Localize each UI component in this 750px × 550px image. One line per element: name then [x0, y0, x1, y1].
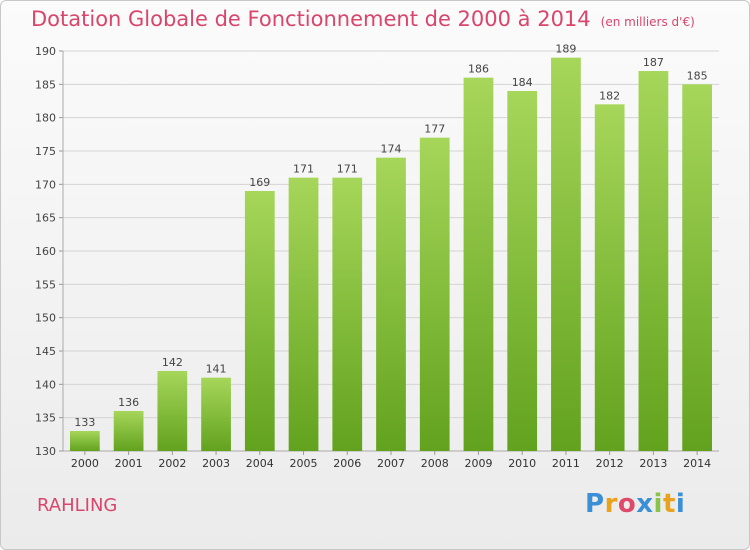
chart-title: Dotation Globale de Fonctionnement de 20… [31, 7, 695, 31]
y-tick-label: 130 [35, 445, 56, 458]
y-tick-label: 190 [35, 45, 56, 58]
data-label: 142 [162, 356, 183, 369]
x-tick-label: 2010 [508, 457, 536, 470]
x-tick-label: 2004 [246, 457, 274, 470]
data-label: 136 [118, 396, 139, 409]
y-tick-label: 160 [35, 245, 56, 258]
data-label: 182 [599, 89, 620, 102]
logo-letter: P [585, 489, 605, 519]
logo-letter: i [675, 489, 686, 519]
y-tick-label: 135 [35, 412, 56, 425]
y-tick-label: 170 [35, 178, 56, 191]
bar-2000 [69, 431, 100, 451]
x-tick-label: 2007 [377, 457, 405, 470]
y-tick-label: 175 [35, 145, 56, 158]
data-label: 186 [468, 63, 489, 76]
y-tick-label: 165 [35, 212, 56, 225]
y-tick-label: 145 [35, 345, 56, 358]
x-tick-label: 2001 [115, 457, 143, 470]
bar-2005 [288, 177, 319, 451]
x-tick-label: 2005 [290, 457, 318, 470]
bar-2010 [507, 91, 538, 451]
data-label: 177 [424, 123, 445, 136]
unit-label: (en milliers d'€) [600, 15, 695, 29]
logo-letter: t [662, 489, 676, 519]
x-tick-label: 2006 [333, 457, 361, 470]
bar-2001 [113, 411, 144, 451]
bar-2011 [551, 57, 581, 452]
x-tick-label: 2003 [202, 457, 230, 470]
y-tick-label: 180 [35, 112, 56, 125]
y-tick-label: 155 [35, 278, 56, 291]
bar-2009 [463, 77, 494, 452]
y-tick-label: 150 [35, 312, 56, 325]
logo-letter: r [604, 489, 618, 519]
bar-2004 [244, 191, 275, 451]
logo-letter: i [653, 489, 663, 519]
data-label: 133 [74, 416, 95, 429]
x-tick-label: 2013 [639, 457, 667, 470]
commune-name: RAHLING [37, 495, 118, 516]
bar-2008 [419, 137, 450, 451]
x-tick-label: 2011 [552, 457, 580, 470]
bar-2003 [201, 377, 231, 451]
y-tick-label: 140 [35, 378, 56, 391]
logo-letter: o [617, 489, 637, 519]
x-tick-label: 2009 [464, 457, 492, 470]
x-tick-label: 2008 [421, 457, 449, 470]
bar-2006 [332, 177, 363, 451]
x-tick-label: 2000 [71, 457, 99, 470]
data-label: 171 [337, 163, 358, 176]
data-label: 185 [687, 69, 708, 82]
data-label: 189 [555, 43, 576, 56]
data-label: 184 [512, 76, 533, 89]
logo-letter: x [636, 489, 654, 519]
data-label: 141 [206, 363, 227, 376]
proxiti-logo: Proxiti [585, 489, 685, 519]
data-label: 187 [643, 56, 664, 69]
data-label: 171 [293, 163, 314, 176]
x-tick-label: 2012 [596, 457, 624, 470]
y-tick-label: 185 [35, 78, 56, 91]
x-tick-label: 2014 [683, 457, 711, 470]
data-label: 169 [249, 176, 270, 189]
bar-2013 [638, 71, 669, 451]
bar-2002 [157, 371, 188, 451]
bar-2012 [594, 104, 625, 451]
bar-2007 [376, 157, 406, 451]
data-label: 174 [381, 143, 402, 156]
bar-2014 [682, 84, 713, 451]
x-tick-label: 2002 [158, 457, 186, 470]
